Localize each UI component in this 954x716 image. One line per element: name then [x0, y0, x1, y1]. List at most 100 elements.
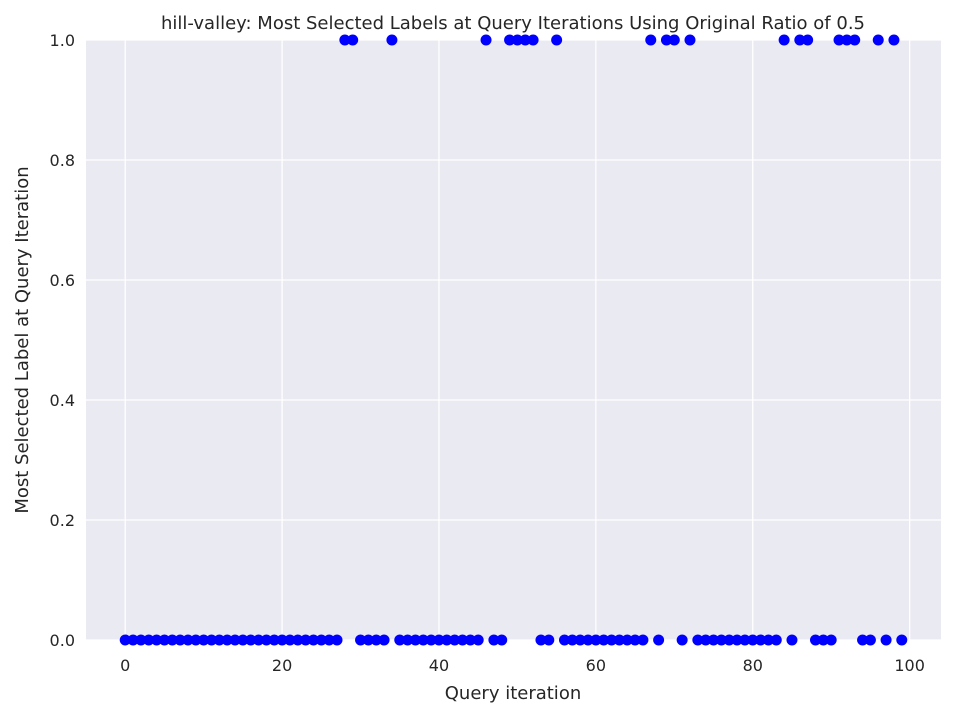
data-point	[723, 634, 735, 646]
data-point	[809, 634, 821, 646]
data-point	[864, 634, 876, 646]
y-tick-label: 0.0	[50, 631, 75, 650]
data-point	[582, 634, 594, 646]
chart-title: hill-valley: Most Selected Labels at Que…	[161, 13, 865, 34]
data-point	[307, 634, 319, 646]
y-tick-label: 0.4	[50, 391, 75, 410]
data-point	[888, 34, 900, 46]
data-points	[119, 34, 908, 646]
data-point	[645, 34, 657, 46]
data-point	[253, 634, 265, 646]
data-point	[598, 634, 610, 646]
data-point	[543, 634, 555, 646]
y-axis-ticks: 0.0 0.2 0.4 0.6 0.8 1.0	[50, 31, 75, 650]
data-point	[606, 634, 618, 646]
data-point	[731, 634, 743, 646]
data-point	[182, 634, 194, 646]
data-point	[692, 634, 704, 646]
plot-background	[86, 40, 941, 640]
data-point	[802, 34, 814, 46]
data-point	[770, 634, 782, 646]
data-point	[857, 634, 869, 646]
data-point	[355, 634, 367, 646]
data-point	[268, 634, 280, 646]
data-point	[206, 634, 218, 646]
data-point	[668, 34, 680, 46]
data-point	[747, 634, 759, 646]
data-point	[786, 634, 798, 646]
data-point	[135, 634, 147, 646]
data-point	[739, 634, 751, 646]
data-point	[621, 634, 633, 646]
data-point	[715, 634, 727, 646]
data-point	[119, 634, 131, 646]
data-point	[127, 634, 139, 646]
data-point	[417, 634, 429, 646]
data-point	[755, 634, 767, 646]
data-point	[433, 634, 445, 646]
data-point	[637, 634, 649, 646]
data-point	[833, 34, 845, 46]
data-point	[896, 634, 908, 646]
data-point	[457, 634, 469, 646]
data-point	[872, 34, 884, 46]
data-point	[660, 34, 672, 46]
data-point	[574, 634, 586, 646]
data-point	[339, 34, 351, 46]
data-point	[794, 34, 806, 46]
data-point	[441, 634, 453, 646]
data-point	[151, 634, 163, 646]
data-point	[841, 34, 853, 46]
x-tick-label: 60	[586, 656, 606, 675]
data-point	[362, 634, 374, 646]
data-point	[143, 634, 155, 646]
data-point	[221, 634, 233, 646]
x-tick-label: 0	[120, 656, 130, 675]
data-point	[629, 634, 641, 646]
data-point	[190, 634, 202, 646]
data-point	[370, 634, 382, 646]
y-tick-label: 0.6	[50, 271, 75, 290]
data-point	[425, 634, 437, 646]
data-point	[394, 634, 406, 646]
data-point	[331, 634, 343, 646]
data-point	[402, 634, 414, 646]
data-point	[315, 634, 327, 646]
data-point	[237, 634, 249, 646]
data-point	[676, 634, 688, 646]
data-point	[519, 34, 531, 46]
x-axis-label: Query iteration	[445, 683, 581, 704]
data-point	[260, 634, 272, 646]
x-tick-label: 80	[743, 656, 763, 675]
y-tick-label: 0.8	[50, 151, 75, 170]
data-point	[245, 634, 257, 646]
data-point	[229, 634, 241, 646]
data-point	[708, 634, 720, 646]
data-point	[323, 634, 335, 646]
data-point	[551, 34, 563, 46]
data-point	[613, 634, 625, 646]
data-point	[300, 634, 312, 646]
data-point	[174, 634, 186, 646]
data-point	[276, 634, 288, 646]
data-point	[762, 634, 774, 646]
data-point	[566, 634, 578, 646]
x-axis-ticks: 0 20 40 60 80 100	[120, 656, 925, 675]
data-point	[504, 34, 516, 46]
data-point	[292, 634, 304, 646]
data-point	[535, 634, 547, 646]
data-point	[880, 634, 892, 646]
data-point	[472, 634, 484, 646]
data-point	[409, 634, 421, 646]
data-point	[590, 634, 602, 646]
data-point	[480, 34, 492, 46]
data-point	[386, 34, 398, 46]
data-point	[284, 634, 296, 646]
data-point	[817, 634, 829, 646]
data-point	[778, 34, 790, 46]
data-point	[825, 634, 837, 646]
data-point	[527, 34, 539, 46]
data-point	[198, 634, 210, 646]
data-point	[449, 634, 461, 646]
y-axis-label: Most Selected Label at Query Iteration	[12, 166, 33, 513]
